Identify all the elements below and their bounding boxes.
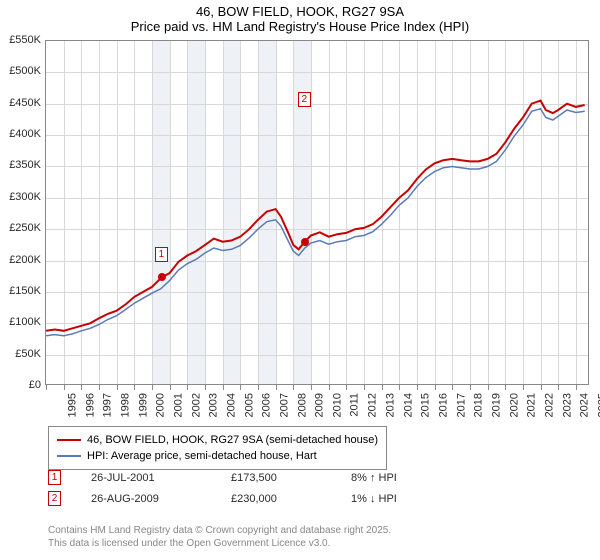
y-axis-label: £400K bbox=[5, 128, 41, 140]
sale-marker-dot bbox=[158, 273, 166, 281]
sale-row-marker: 1 bbox=[48, 470, 61, 485]
x-axis-label: 2002 bbox=[190, 393, 202, 417]
sale-marker-label: 1 bbox=[155, 247, 168, 262]
legend-label: 46, BOW FIELD, HOOK, RG27 9SA (semi-deta… bbox=[87, 432, 378, 448]
x-axis-label: 2006 bbox=[261, 393, 273, 417]
sales-footer: 1 26-JUL-2001 £173,500 8% ↑ HPI 2 26-AUG-2009… bbox=[48, 470, 397, 512]
series-line bbox=[46, 101, 585, 331]
x-axis-label: 1998 bbox=[119, 393, 131, 417]
x-axis-label: 2008 bbox=[296, 393, 308, 417]
attribution-text: Contains HM Land Registry data © Crown c… bbox=[48, 524, 391, 550]
y-axis-label: £500K bbox=[5, 65, 41, 77]
legend-item: 46, BOW FIELD, HOOK, RG27 9SA (semi-deta… bbox=[57, 432, 378, 448]
x-axis-label: 2025 bbox=[596, 393, 600, 417]
x-axis-label: 1995 bbox=[66, 393, 78, 417]
x-axis-label: 2015 bbox=[420, 393, 432, 417]
y-axis-label: £0 bbox=[5, 379, 41, 391]
price-chart: 12 bbox=[45, 40, 589, 385]
legend-swatch bbox=[57, 455, 81, 457]
title-address: 46, BOW FIELD, HOOK, RG27 9SA bbox=[0, 4, 600, 19]
x-axis-label: 1997 bbox=[102, 393, 114, 417]
x-axis-label: 2017 bbox=[455, 393, 467, 417]
x-axis-label: 2014 bbox=[402, 393, 414, 417]
sale-date: 26-JUL-2001 bbox=[91, 472, 201, 484]
chart-title-block: 46, BOW FIELD, HOOK, RG27 9SA Price paid… bbox=[0, 0, 600, 34]
x-axis-label: 2018 bbox=[473, 393, 485, 417]
y-axis-label: £200K bbox=[5, 254, 41, 266]
x-axis-label: 2020 bbox=[508, 393, 520, 417]
x-axis-label: 1996 bbox=[84, 393, 96, 417]
y-axis-label: £300K bbox=[5, 191, 41, 203]
y-axis-label: £50K bbox=[5, 348, 41, 360]
x-axis-label: 2012 bbox=[367, 393, 379, 417]
sale-delta: 8% ↑ HPI bbox=[351, 472, 397, 484]
x-axis-label: 2007 bbox=[278, 393, 290, 417]
attribution-line1: Contains HM Land Registry data © Crown c… bbox=[48, 524, 391, 537]
y-axis-label: £150K bbox=[5, 285, 41, 297]
chart-legend: 46, BOW FIELD, HOOK, RG27 9SA (semi-deta… bbox=[48, 426, 387, 470]
sale-marker-label: 2 bbox=[298, 92, 311, 107]
y-axis-label: £550K bbox=[5, 34, 41, 46]
sale-row: 2 26-AUG-2009 £230,000 1% ↓ HPI bbox=[48, 491, 397, 506]
x-axis-label: 2022 bbox=[543, 393, 555, 417]
legend-swatch bbox=[57, 439, 81, 441]
attribution-line2: This data is licensed under the Open Gov… bbox=[48, 537, 391, 550]
x-axis-label: 2019 bbox=[490, 393, 502, 417]
x-axis-label: 2004 bbox=[225, 393, 237, 417]
y-axis-label: £350K bbox=[5, 159, 41, 171]
x-axis-label: 2024 bbox=[579, 393, 591, 417]
x-axis-label: 1999 bbox=[137, 393, 149, 417]
x-axis-label: 2011 bbox=[348, 393, 360, 417]
title-subtitle: Price paid vs. HM Land Registry's House … bbox=[0, 19, 600, 34]
x-axis-label: 2010 bbox=[331, 393, 343, 417]
sale-row-marker: 2 bbox=[48, 491, 61, 506]
x-axis-label: 2003 bbox=[208, 393, 220, 417]
x-axis-label: 2009 bbox=[314, 393, 326, 417]
sale-row: 1 26-JUL-2001 £173,500 8% ↑ HPI bbox=[48, 470, 397, 485]
x-axis-label: 2016 bbox=[437, 393, 449, 417]
y-axis-label: £250K bbox=[5, 222, 41, 234]
x-axis-label: 2021 bbox=[526, 393, 538, 417]
x-axis-label: 2005 bbox=[243, 393, 255, 417]
sale-price: £173,500 bbox=[231, 472, 321, 484]
sale-price: £230,000 bbox=[231, 493, 321, 505]
y-axis-label: £100K bbox=[5, 316, 41, 328]
legend-item: HPI: Average price, semi-detached house,… bbox=[57, 448, 378, 464]
sale-delta: 1% ↓ HPI bbox=[351, 493, 397, 505]
legend-label: HPI: Average price, semi-detached house,… bbox=[87, 448, 317, 464]
sale-marker-dot bbox=[301, 238, 309, 246]
sale-date: 26-AUG-2009 bbox=[91, 493, 201, 505]
x-axis-label: 2023 bbox=[561, 393, 573, 417]
x-axis-label: 2001 bbox=[172, 393, 184, 417]
x-axis-label: 2000 bbox=[155, 393, 167, 417]
x-axis-label: 2013 bbox=[384, 393, 396, 417]
y-axis-label: £450K bbox=[5, 97, 41, 109]
